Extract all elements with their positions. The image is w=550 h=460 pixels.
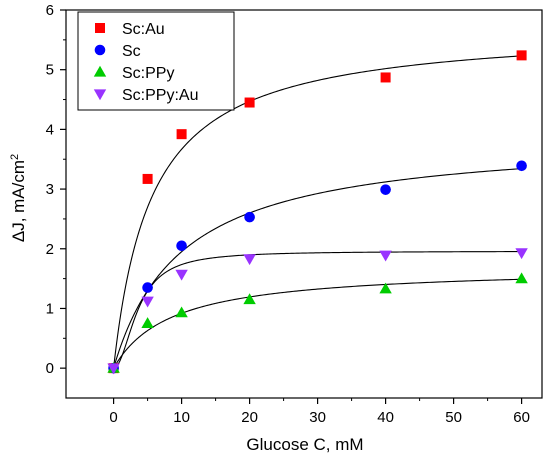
y-tick-label: 6 <box>46 2 54 19</box>
plot-area-border <box>65 9 543 399</box>
data-point <box>176 240 187 252</box>
fit-curve <box>113 168 522 369</box>
data-point <box>515 272 528 284</box>
fit-curve <box>113 278 522 369</box>
x-tick-label: 0 <box>109 409 117 426</box>
legend-marker <box>94 44 106 56</box>
x-tick-label: 10 <box>173 409 190 426</box>
data-point <box>141 296 154 308</box>
y-axis-title-main: ΔJ, mA/cm <box>9 160 28 242</box>
data-point <box>107 363 120 375</box>
x-tick-label: 30 <box>309 409 326 426</box>
data-point <box>516 50 527 61</box>
data-point <box>380 72 391 83</box>
data-point <box>515 248 528 260</box>
legend-label: Sc <box>122 43 141 60</box>
legend-marker <box>95 23 105 33</box>
data-point <box>142 282 153 293</box>
y-axis-title: ΔJ, mA/cm2 <box>9 154 28 242</box>
y-tick-label: 1 <box>46 300 54 317</box>
x-tick-label: 40 <box>377 409 394 426</box>
x-tick-label: 60 <box>513 409 530 426</box>
fit-curves <box>113 55 522 369</box>
legend-label: Sc:PPy <box>122 65 174 82</box>
legend-label: Sc:Au <box>122 21 165 38</box>
data-point <box>380 184 391 195</box>
data-point <box>379 250 392 262</box>
data-point <box>243 293 256 305</box>
legend: Sc:Au Sc Sc:PPy Sc:PPy:Au <box>77 11 235 111</box>
data-point <box>175 306 188 318</box>
y-tick-label: 4 <box>46 121 54 138</box>
y-tick-label: 2 <box>46 241 54 258</box>
axis-ticks: 0 10 20 30 40 50 60 0 1 2 3 4 5 6 <box>46 2 530 426</box>
data-point <box>244 97 255 108</box>
y-tick-label: 3 <box>46 181 54 198</box>
data-point <box>175 269 188 281</box>
x-axis-title: Glucose C, mM <box>246 435 363 454</box>
data-point <box>379 282 392 294</box>
data-markers <box>107 50 528 375</box>
data-point <box>244 211 255 223</box>
fit-curve <box>113 251 522 369</box>
legend-marker <box>93 65 107 77</box>
data-point <box>176 129 187 140</box>
plot-frame <box>65 9 543 399</box>
legend-marker <box>93 89 107 101</box>
data-point <box>141 317 154 329</box>
y-tick-label: 0 <box>46 360 54 377</box>
data-point <box>243 254 256 266</box>
fit-curve <box>113 55 522 369</box>
y-tick-label: 5 <box>46 62 54 79</box>
legend-label: Sc:PPy:Au <box>122 87 198 104</box>
y-axis-title-superscript: 2 <box>9 154 21 160</box>
x-tick-label: 50 <box>445 409 462 426</box>
data-point <box>516 160 527 172</box>
x-tick-label: 20 <box>241 409 258 426</box>
data-point <box>142 173 153 184</box>
